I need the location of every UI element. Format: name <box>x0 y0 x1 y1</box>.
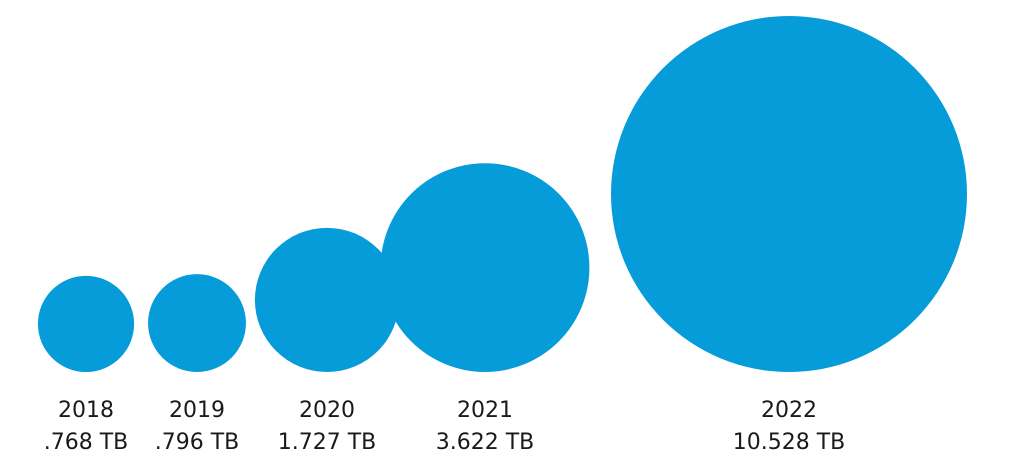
year-label-2019: 2019 <box>169 398 225 423</box>
bubble-2022 <box>611 16 967 372</box>
bubble-2019 <box>148 274 246 372</box>
value-label-2021: 3.622 TB <box>436 430 535 455</box>
year-label-2021: 2021 <box>457 398 513 423</box>
bubble-2021 <box>380 163 590 372</box>
bubble-2018 <box>37 275 135 372</box>
year-label-2022: 2022 <box>761 398 817 423</box>
value-label-2022: 10.528 TB <box>733 430 846 455</box>
label-group: 2018 .768 TB 2019 .796 TB 2020 1.727 TB 2021 3.… <box>44 398 846 455</box>
value-label-2020: 1.727 TB <box>278 430 377 455</box>
value-label-2019: .796 TB <box>155 430 240 455</box>
bubble-2020 <box>254 227 400 372</box>
year-label-2018: 2018 <box>58 398 114 423</box>
bubble-group <box>37 16 967 372</box>
value-label-2018: .768 TB <box>44 430 129 455</box>
year-label-2020: 2020 <box>299 398 355 423</box>
